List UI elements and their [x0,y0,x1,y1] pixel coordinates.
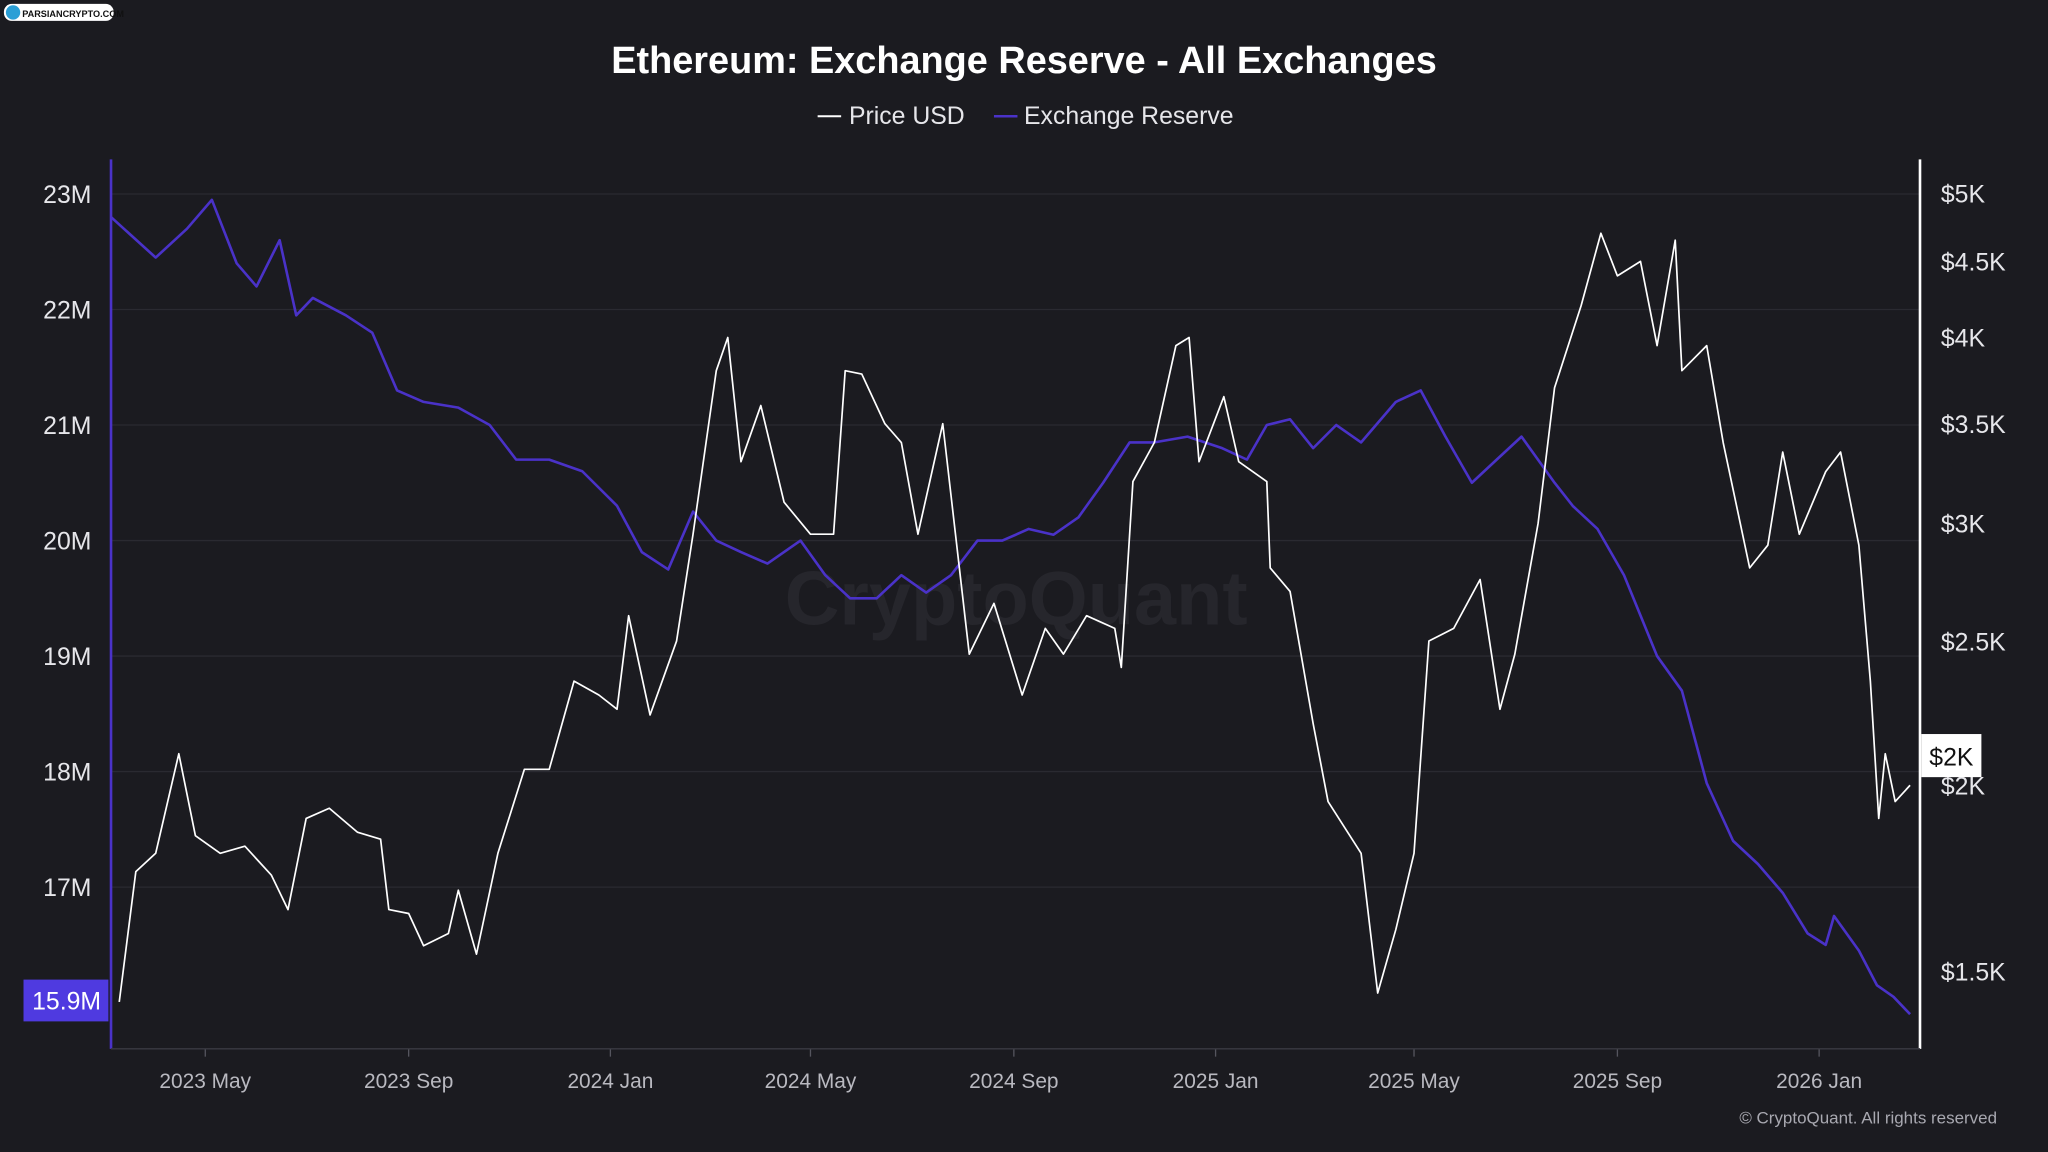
current-reserve-badge: 15.9M [23,979,109,1022]
x-tick-label: 2023 Sep [364,1070,453,1093]
left-tick-label: 18M [43,760,91,787]
current-price-badge: $2K [1921,734,1982,778]
right-tick-label: $3.5K [1941,412,2006,439]
left-tick-label: 20M [43,529,91,556]
right-tick-label: $1.5K [1941,959,2006,986]
chart-title: Ethereum: Exchange Reserve - All Exchang… [611,40,1437,82]
right-tick-label: $4.5K [1941,250,2006,277]
x-tick-label: 2024 Sep [969,1070,1058,1093]
x-tick-label: 2026 Jan [1776,1070,1862,1093]
legend-item-price[interactable]: Price USD [817,103,965,130]
x-tick-label: 2024 Jan [567,1070,653,1093]
x-tick-label: 2025 Jan [1173,1070,1259,1093]
x-tick-label: 2025 May [1368,1070,1460,1093]
current-reserve-label: 15.9M [32,989,101,1016]
legend-item-reserve[interactable]: Exchange Reserve [993,103,1234,130]
current-price-label: $2K [1929,744,1974,771]
legend-label-reserve: Exchange Reserve [1024,103,1234,130]
right-tick-label: $3K [1941,511,1986,538]
right-tick-label: $5K [1941,181,1986,208]
left-tick-label: 23M [43,182,91,209]
legend: Price USD Exchange Reserve [817,103,1234,130]
left-tick-label: 19M [43,644,91,671]
left-tick-label: 21M [43,413,91,440]
copyright: © CryptoQuant. All rights reserved [1739,1108,1997,1127]
legend-label-price: Price USD [849,103,965,130]
price-usd-line [118,232,1911,1003]
exchange-reserve-line [110,198,1912,1016]
right-tick-label: $4K [1941,326,1986,353]
x-tick-label: 2023 May [159,1070,251,1093]
logo-icon [5,5,21,20]
logo-text: PARSIANCRYPTO.COM [22,9,124,19]
right-axis-ticks: $5K $4.5K $4K $3.5K $3K $2.5K $2K $1.5K [1941,181,2006,986]
right-tick-label: $2K [1941,773,1986,800]
x-tick-label: 2025 Sep [1573,1070,1662,1093]
gridlines [111,193,1920,888]
left-tick-label: 22M [43,298,91,325]
left-tick-label: 17M [43,875,91,902]
x-axis-ticks: 2023 May 2023 Sep 2024 Jan 2024 May 2024 Sep… [159,1048,1862,1093]
logo: PARSIANCRYPTO.COM [3,3,124,21]
x-tick-label: 2024 May [765,1070,857,1093]
right-tick-label: $2.5K [1941,629,2006,656]
series-lines [110,198,1912,1016]
left-axis-ticks: 23M 22M 21M 20M 19M 18M 17M [43,182,91,902]
